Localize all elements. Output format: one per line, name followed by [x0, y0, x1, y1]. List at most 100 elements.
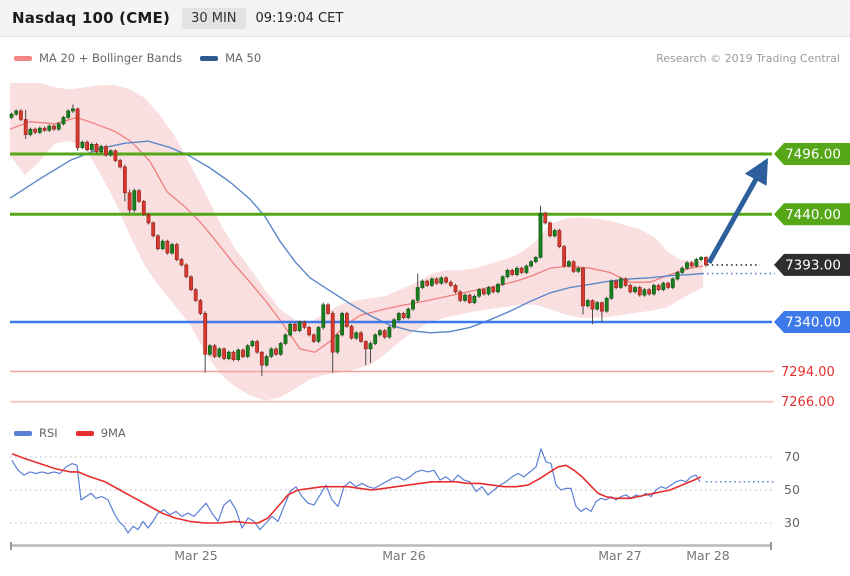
- candle: [633, 287, 637, 293]
- candle: [288, 323, 293, 336]
- candle: [349, 325, 354, 339]
- candle: [52, 125, 56, 130]
- rsi-tick-50: 50: [784, 482, 800, 497]
- candle: [581, 267, 585, 307]
- candle: [292, 323, 297, 332]
- candle: [576, 267, 581, 272]
- candle: [75, 108, 80, 148]
- candle: [165, 240, 170, 254]
- candle: [637, 287, 642, 296]
- candle: [382, 330, 387, 338]
- candle: [113, 150, 118, 161]
- candle: [156, 235, 160, 250]
- candle: [297, 321, 302, 331]
- candle: [33, 128, 38, 133]
- legend-item-rsi: RSI: [14, 426, 58, 440]
- candle: [37, 127, 42, 133]
- price-label-7393: 7393.00: [785, 257, 841, 273]
- candle: [160, 240, 165, 249]
- candle: [28, 128, 33, 135]
- candle: [566, 261, 571, 267]
- legend-item-ma50: MA 50: [200, 51, 261, 65]
- candle: [302, 321, 307, 328]
- candle: [614, 280, 619, 288]
- candle: [481, 289, 486, 295]
- candle: [330, 313, 335, 353]
- candle: [311, 334, 316, 342]
- timeframe-badge[interactable]: 30 MIN: [182, 7, 246, 29]
- candle: [538, 212, 543, 258]
- candle: [585, 300, 590, 307]
- candle: [212, 345, 217, 357]
- candle: [661, 282, 666, 291]
- candle: [599, 302, 604, 312]
- bollinger-swatch-icon: [14, 55, 32, 61]
- candle: [127, 192, 132, 211]
- candle: [533, 257, 538, 262]
- chart-scrollbar[interactable]: [10, 542, 772, 550]
- candle: [104, 146, 108, 156]
- candle: [448, 281, 453, 286]
- candle: [94, 144, 99, 153]
- candle: [108, 150, 113, 156]
- candle: [505, 269, 510, 278]
- candle: [89, 144, 94, 151]
- candle: [255, 341, 260, 353]
- bollinger-band-area: [10, 83, 703, 401]
- candle: [609, 280, 614, 299]
- x-axis-label-mar-25: Mar 25: [174, 548, 217, 563]
- candle: [552, 230, 557, 237]
- candle: [99, 146, 104, 153]
- legend-label: MA 20 + Bollinger Bands: [39, 51, 183, 65]
- candle: [326, 304, 330, 314]
- candle: [217, 348, 222, 357]
- candle: [628, 285, 633, 293]
- candle: [236, 349, 241, 360]
- rsi-legend: RSI 9MA: [14, 426, 126, 440]
- price-tag-7496: [774, 143, 850, 165]
- candle: [208, 345, 212, 355]
- candle: [241, 349, 245, 357]
- quote-time: 09:19:04 CET: [255, 10, 344, 26]
- candle: [283, 334, 288, 344]
- candle: [259, 351, 264, 366]
- price-label-7266: 7266.00: [781, 395, 835, 410]
- candle: [675, 272, 680, 280]
- candle: [250, 341, 255, 346]
- candle: [307, 327, 312, 336]
- candle: [444, 277, 449, 283]
- candle: [203, 313, 208, 355]
- candle: [373, 334, 378, 344]
- candle: [359, 332, 363, 342]
- candle: [274, 348, 278, 355]
- x-axis-label-mar-26: Mar 26: [382, 548, 426, 563]
- candle: [316, 327, 321, 342]
- candle: [500, 276, 505, 285]
- candle: [401, 313, 406, 318]
- candle: [23, 119, 28, 135]
- candle: [703, 257, 708, 266]
- candle: [123, 166, 127, 193]
- legend-label: RSI: [39, 426, 58, 440]
- candle: [604, 297, 609, 312]
- candle: [618, 278, 623, 288]
- candle: [434, 278, 439, 284]
- candle: [85, 141, 90, 150]
- candle: [429, 278, 434, 286]
- candle: [56, 123, 61, 130]
- candle: [71, 108, 75, 112]
- candle: [699, 257, 704, 260]
- candle: [264, 356, 269, 366]
- candle: [18, 110, 23, 120]
- chart-header: Nasdaq 100 (CME) 30 MIN 09:19:04 CET: [0, 0, 850, 37]
- candle: [571, 261, 576, 272]
- price-label-7496: 7496.00: [785, 147, 841, 163]
- rsi-tick-70: 70: [784, 449, 800, 464]
- candle: [524, 265, 529, 273]
- candle: [486, 287, 491, 295]
- candle: [14, 110, 19, 115]
- candle: [189, 276, 193, 290]
- 9ma-line: [11, 452, 702, 524]
- candle: [651, 285, 656, 295]
